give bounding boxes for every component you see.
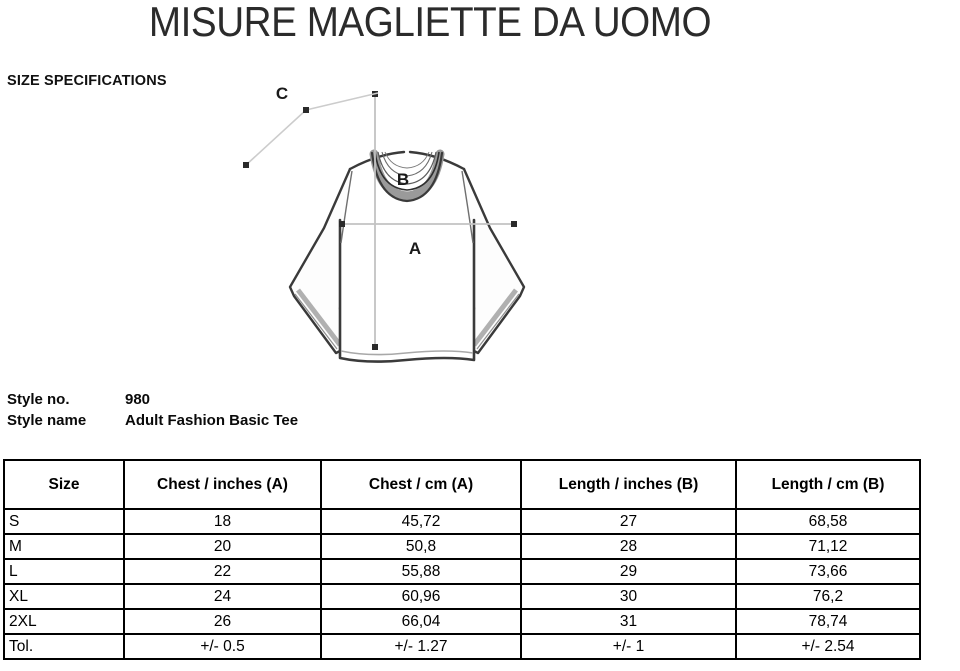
diagram-label-b: B (397, 170, 409, 189)
tshirt-diagram: C B A (228, 68, 628, 383)
table-row: S 18 45,72 27 68,58 (3, 508, 921, 535)
cell-chest-cm: 55,88 (320, 558, 522, 585)
left-sleeve-hem (296, 288, 342, 347)
cell-length-cm: 68,58 (735, 508, 921, 535)
cell-length-cm: +/- 2.54 (735, 633, 921, 660)
cell-size: M (3, 533, 125, 560)
cell-length-inches: 30 (520, 583, 737, 610)
measure-dot-a-left (339, 221, 345, 227)
collar-neck-opening (374, 151, 440, 191)
right-sleeve-hem-line (476, 293, 520, 350)
measure-dot-b-bottom (372, 344, 378, 350)
column-header-chest-in: Chest / inches (A) (123, 459, 322, 510)
tshirt-body-outline (338, 218, 476, 363)
table-row-tolerance: Tol. +/- 0.5 +/- 1.27 +/- 1 +/- 2.54 (3, 633, 921, 660)
collar-rib-line-3 (384, 151, 430, 169)
cell-chest-cm: 60,96 (320, 583, 522, 610)
right-armhole-seam (461, 170, 474, 244)
cell-chest-inches: 22 (123, 558, 322, 585)
cell-length-inches: 29 (520, 558, 737, 585)
cell-length-cm: 71,12 (735, 533, 921, 560)
collar-outer-band (369, 149, 445, 201)
cell-size: XL (3, 583, 125, 610)
measure-line-c-upper (305, 92, 379, 111)
cell-chest-cm: 50,8 (320, 533, 522, 560)
style-no-row: Style no. 980 (7, 389, 298, 410)
left-armhole-seam (340, 170, 353, 244)
cell-size: L (3, 558, 125, 585)
column-header-chest-cm: Chest / cm (A) (320, 459, 522, 510)
table-row: 2XL 26 66,04 31 78,74 (3, 608, 921, 635)
table-row: XL 24 60,96 30 76,2 (3, 583, 921, 610)
cell-chest-cm: +/- 1.27 (320, 633, 522, 660)
style-name-row: Style name Adult Fashion Basic Tee (7, 410, 298, 431)
cell-length-cm: 76,2 (735, 583, 921, 610)
style-name-label: Style name (7, 412, 87, 429)
table-header-row: Size Chest / inches (A) Chest / cm (A) L… (3, 459, 921, 510)
measure-line-c-lower (245, 109, 307, 166)
cell-length-cm: 73,66 (735, 558, 921, 585)
table-row: L 22 55,88 29 73,66 (3, 558, 921, 585)
bottom-hem-line (340, 350, 474, 356)
style-info-block: Style no. 980 Style name Adult Fashion B… (7, 389, 298, 431)
column-header-size: Size (3, 459, 125, 510)
column-header-length-in: Length / inches (B) (520, 459, 737, 510)
style-no-label: Style no. (7, 391, 70, 408)
section-label-size-specifications: SIZE SPECIFICATIONS (7, 73, 167, 89)
measure-dot-c-end (243, 162, 249, 168)
column-header-length-cm: Length / cm (B) (735, 459, 921, 510)
measure-dot-c-mid (303, 107, 309, 113)
table-body: S 18 45,72 27 68,58 M 20 50,8 28 71,12 L… (3, 508, 921, 660)
cell-length-inches: +/- 1 (520, 633, 737, 660)
cell-chest-inches: 26 (123, 608, 322, 635)
style-name-value: Adult Fashion Basic Tee (125, 412, 299, 429)
cell-length-inches: 27 (520, 508, 737, 535)
cell-length-cm: 78,74 (735, 608, 921, 635)
cell-length-inches: 28 (520, 533, 737, 560)
diagram-label-c: C (276, 84, 288, 103)
cell-chest-inches: 24 (123, 583, 322, 610)
cell-chest-inches: 20 (123, 533, 322, 560)
cell-chest-inches: 18 (123, 508, 322, 535)
right-sleeve-hem (472, 288, 518, 347)
page-title: MISURE MAGLIETTE DA UOMO (148, 0, 712, 45)
style-no-value: 980 (125, 391, 151, 408)
measure-dot-a-right (511, 221, 517, 227)
diagram-label-a: A (409, 239, 421, 258)
left-sleeve-hem-line (294, 293, 338, 350)
cell-size: S (3, 508, 125, 535)
cell-chest-cm: 45,72 (320, 508, 522, 535)
collar-outer-edge (370, 151, 444, 203)
cell-length-inches: 31 (520, 608, 737, 635)
cell-size: 2XL (3, 608, 125, 635)
cell-chest-cm: 66,04 (320, 608, 522, 635)
collar-rib-line-1 (377, 151, 437, 185)
cell-chest-inches: +/- 0.5 (123, 633, 322, 660)
table-row: M 20 50,8 28 71,12 (3, 533, 921, 560)
size-specifications-table: Size Chest / inches (A) Chest / cm (A) L… (3, 459, 921, 660)
collar-rib-line-2 (381, 151, 433, 177)
cell-size: Tol. (3, 633, 125, 660)
